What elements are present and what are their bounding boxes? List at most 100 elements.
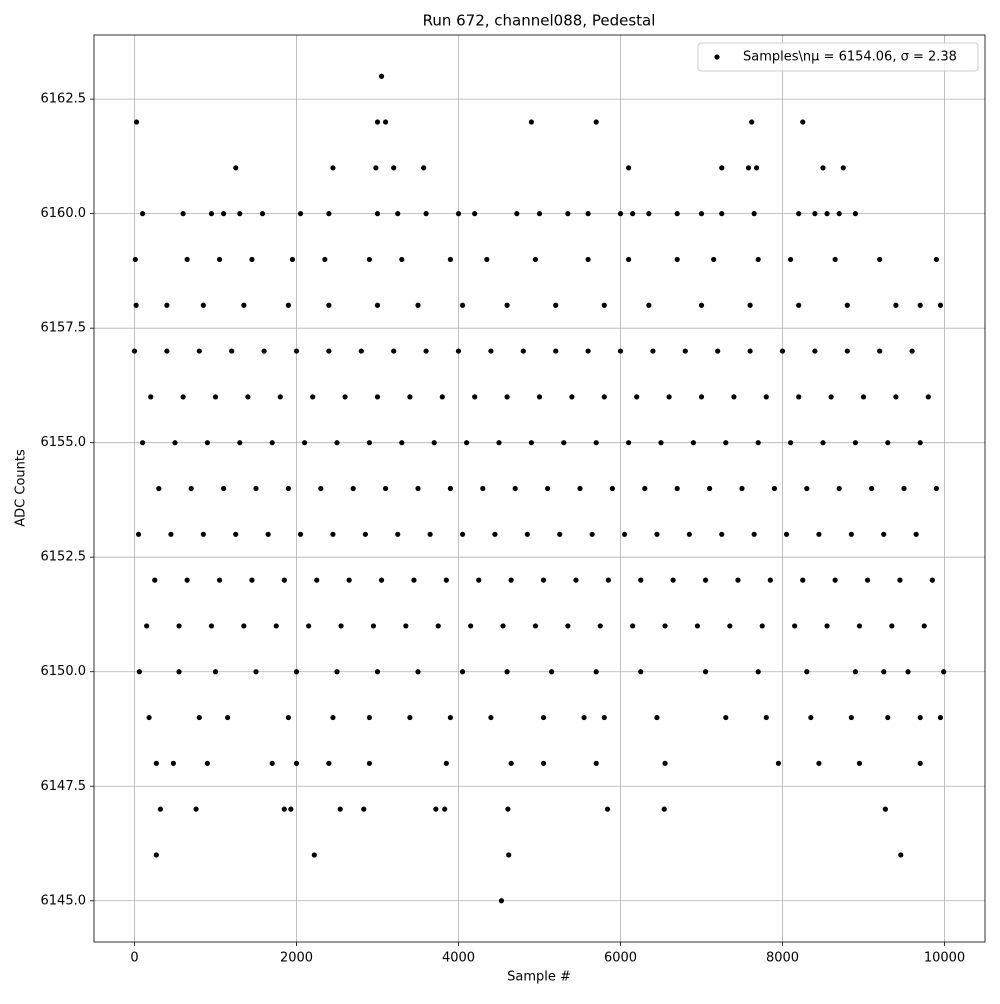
legend-marker bbox=[714, 54, 720, 60]
point bbox=[136, 669, 142, 675]
point bbox=[293, 760, 300, 766]
point bbox=[694, 623, 701, 629]
point bbox=[204, 760, 210, 766]
point bbox=[929, 577, 935, 583]
point bbox=[540, 760, 547, 766]
point bbox=[751, 211, 757, 217]
point bbox=[941, 669, 947, 675]
point bbox=[654, 531, 660, 537]
point bbox=[311, 852, 317, 858]
point bbox=[346, 577, 352, 583]
point bbox=[472, 211, 478, 217]
point bbox=[468, 623, 474, 629]
point bbox=[698, 302, 705, 308]
x-tick-label: 6000 bbox=[604, 951, 637, 966]
point bbox=[455, 211, 462, 217]
point bbox=[148, 394, 154, 400]
point bbox=[662, 623, 668, 629]
point bbox=[715, 348, 721, 354]
point bbox=[506, 852, 512, 858]
point bbox=[755, 256, 761, 263]
point bbox=[326, 211, 332, 217]
point bbox=[557, 531, 563, 537]
point bbox=[836, 485, 842, 492]
point bbox=[480, 485, 486, 492]
point bbox=[407, 394, 413, 400]
point bbox=[399, 256, 405, 263]
point bbox=[698, 211, 705, 217]
point bbox=[723, 440, 729, 446]
point bbox=[216, 577, 223, 583]
point bbox=[170, 760, 176, 766]
point bbox=[443, 577, 449, 583]
point bbox=[745, 165, 752, 171]
point bbox=[514, 211, 520, 217]
y-tick-label: 6147.5 bbox=[41, 779, 87, 794]
y-tick-label: 6152.5 bbox=[41, 550, 87, 565]
point bbox=[626, 440, 632, 446]
point bbox=[221, 211, 227, 217]
point bbox=[249, 577, 255, 583]
point bbox=[407, 714, 413, 721]
x-axis-label: Sample # bbox=[507, 970, 571, 985]
point bbox=[504, 669, 510, 675]
point bbox=[144, 623, 150, 629]
point bbox=[184, 256, 190, 263]
point bbox=[383, 485, 389, 492]
point bbox=[702, 577, 709, 583]
legend-label: Samples\nμ = 6154.06, σ = 2.38 bbox=[743, 50, 957, 65]
point bbox=[443, 760, 449, 766]
point bbox=[133, 302, 139, 308]
point bbox=[605, 577, 611, 583]
point bbox=[759, 623, 765, 629]
point bbox=[253, 485, 259, 492]
point bbox=[690, 440, 697, 446]
point bbox=[921, 623, 927, 629]
point bbox=[281, 806, 287, 812]
point bbox=[459, 669, 466, 675]
point bbox=[800, 119, 806, 125]
point bbox=[277, 394, 283, 400]
point bbox=[281, 577, 287, 583]
point bbox=[391, 165, 397, 171]
point bbox=[411, 577, 417, 583]
x-tick-label: 8000 bbox=[766, 951, 799, 966]
x-tick-label: 0 bbox=[130, 951, 138, 966]
point bbox=[638, 669, 644, 675]
point bbox=[536, 394, 543, 400]
point bbox=[905, 669, 911, 675]
point bbox=[447, 485, 453, 492]
point bbox=[788, 256, 794, 263]
point bbox=[395, 531, 401, 537]
point bbox=[459, 531, 466, 537]
point bbox=[569, 394, 575, 400]
point bbox=[698, 394, 705, 400]
point bbox=[439, 394, 445, 400]
point bbox=[233, 165, 239, 171]
point bbox=[366, 714, 372, 721]
point bbox=[848, 531, 854, 537]
point bbox=[133, 119, 140, 125]
point bbox=[775, 760, 782, 766]
point bbox=[221, 485, 227, 492]
point bbox=[322, 256, 328, 263]
point bbox=[661, 806, 667, 812]
point bbox=[686, 531, 692, 537]
point bbox=[909, 348, 915, 354]
point bbox=[447, 714, 453, 721]
point bbox=[366, 760, 372, 766]
point bbox=[383, 119, 389, 125]
point bbox=[330, 165, 336, 171]
point bbox=[763, 714, 769, 721]
point bbox=[132, 256, 138, 263]
point bbox=[638, 577, 644, 583]
point bbox=[455, 348, 462, 354]
point bbox=[435, 623, 441, 629]
point bbox=[140, 211, 146, 217]
point bbox=[208, 211, 215, 217]
point bbox=[293, 669, 300, 675]
point bbox=[528, 119, 535, 125]
point bbox=[472, 394, 478, 400]
chart-title: Run 672, channel088, Pedestal bbox=[423, 12, 656, 30]
point bbox=[604, 806, 611, 812]
